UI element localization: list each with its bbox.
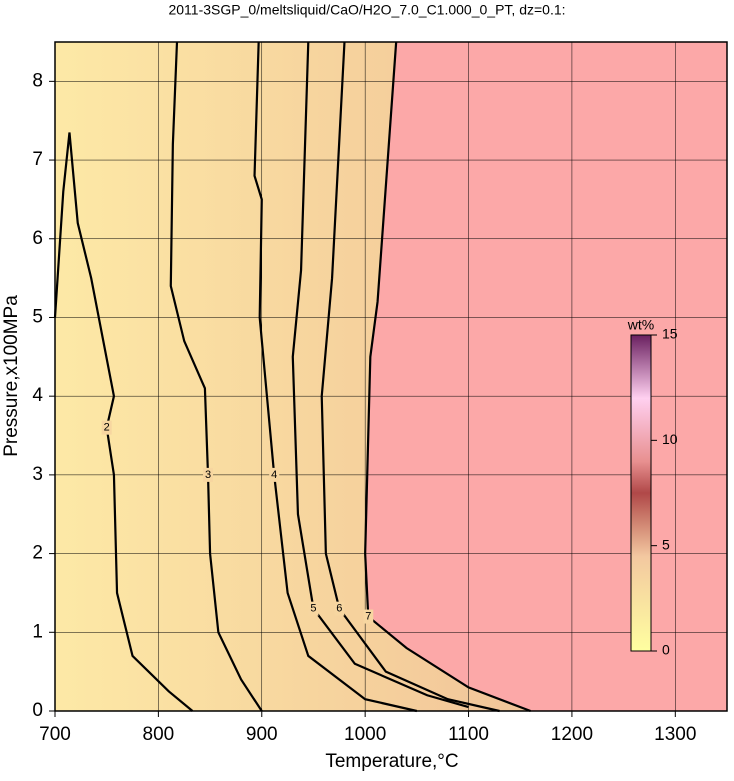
contour-line — [253, 41, 418, 713]
x-tick-label: 1300 — [654, 724, 696, 745]
region-fill — [365, 42, 727, 711]
contour-label: 4 — [271, 469, 277, 481]
y-tick-label: 4 — [32, 385, 43, 406]
y-tick-label: 1 — [32, 621, 43, 642]
contour-line — [53, 132, 194, 712]
contour-label-bg — [203, 467, 214, 482]
contour-label-bg — [308, 601, 319, 616]
x-tick-label: 1000 — [344, 724, 386, 745]
colorbar-tick-label: 5 — [662, 536, 670, 552]
colorbar-tick-label: 10 — [662, 431, 678, 447]
contour-line — [320, 41, 500, 713]
plot-frame — [54, 41, 728, 712]
x-tick-label: 800 — [143, 724, 175, 745]
chart-title: 2011-3SGP_0/meltsliquid/CaO/H2O_7.0_C1.0… — [168, 2, 565, 18]
contour-line — [169, 41, 263, 712]
contour-label-bg — [334, 601, 345, 616]
x-tick-label: 1100 — [448, 724, 489, 745]
contour-label: 7 — [365, 610, 371, 622]
colorbar-tick-label: 15 — [662, 326, 678, 342]
x-tick-label: 900 — [246, 724, 278, 745]
contour-label-bg — [101, 420, 112, 435]
colorbar — [630, 334, 652, 652]
colorbar-tick-label: 0 — [662, 642, 670, 658]
contour-label: 3 — [205, 469, 211, 481]
y-tick-label: 8 — [32, 70, 43, 91]
y-tick-label: 7 — [32, 149, 43, 170]
x-tick-label: 1200 — [551, 724, 593, 745]
y-tick-label: 3 — [32, 464, 43, 485]
y-tick-label: 5 — [32, 306, 43, 327]
contour-label-bg — [269, 467, 280, 482]
contour-label: 2 — [104, 422, 110, 434]
y-tick-label: 0 — [32, 700, 43, 721]
y-tick-label: 6 — [32, 228, 43, 249]
colorbar-label: wt% — [627, 317, 654, 333]
contour-label: 6 — [336, 603, 342, 615]
contour-line — [364, 41, 531, 713]
x-tick-label: 700 — [39, 724, 71, 745]
x-axis-label: Temperature,°C — [325, 751, 458, 772]
y-axis-label: Pressure,x100MPa — [1, 295, 22, 457]
contour-label-bg — [363, 609, 374, 624]
contour-line — [291, 41, 469, 709]
contour-label: 5 — [310, 603, 316, 615]
y-tick-label: 2 — [32, 543, 43, 564]
